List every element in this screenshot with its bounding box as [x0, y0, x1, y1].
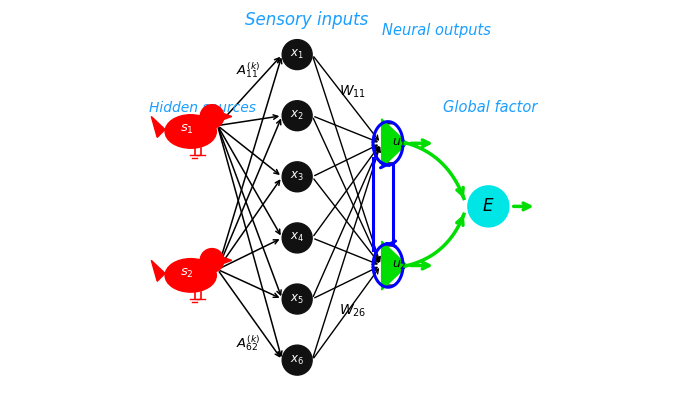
Circle shape: [282, 284, 312, 314]
Text: $s_2$: $s_2$: [180, 267, 194, 280]
Text: $x_6$: $x_6$: [290, 354, 304, 367]
Text: $E$: $E$: [482, 197, 495, 216]
Ellipse shape: [165, 258, 216, 292]
Circle shape: [282, 345, 312, 375]
Text: $W_{11}$: $W_{11}$: [339, 84, 366, 100]
Text: $W_{26}$: $W_{26}$: [338, 303, 366, 319]
Text: Hidden sources: Hidden sources: [149, 101, 256, 115]
Polygon shape: [223, 114, 232, 119]
Text: $A_{62}^{(k)}$: $A_{62}^{(k)}$: [236, 333, 261, 353]
Text: $x_4$: $x_4$: [290, 231, 304, 245]
Text: $x_5$: $x_5$: [290, 293, 304, 306]
Polygon shape: [223, 257, 232, 264]
Polygon shape: [151, 116, 165, 137]
Circle shape: [282, 162, 312, 192]
Text: Global factor: Global factor: [443, 100, 538, 115]
Circle shape: [200, 105, 224, 128]
Text: $u_2$: $u_2$: [393, 259, 407, 272]
Polygon shape: [151, 260, 165, 281]
Text: $u_1$: $u_1$: [393, 137, 407, 150]
Text: $x_2$: $x_2$: [290, 109, 304, 122]
Polygon shape: [382, 119, 408, 168]
Polygon shape: [382, 241, 408, 290]
Circle shape: [282, 40, 312, 69]
Text: $A_{11}^{(k)}$: $A_{11}^{(k)}$: [236, 61, 261, 80]
Circle shape: [282, 223, 312, 253]
Ellipse shape: [165, 115, 216, 148]
Circle shape: [200, 249, 224, 272]
Circle shape: [468, 186, 509, 227]
Text: $s_1$: $s_1$: [180, 123, 194, 136]
Circle shape: [282, 101, 312, 131]
Text: Neural outputs: Neural outputs: [382, 23, 490, 38]
Text: Sensory inputs: Sensory inputs: [245, 11, 369, 29]
Text: $x_1$: $x_1$: [290, 48, 304, 61]
Text: $x_3$: $x_3$: [290, 170, 304, 183]
Ellipse shape: [172, 262, 201, 279]
Ellipse shape: [172, 119, 201, 135]
